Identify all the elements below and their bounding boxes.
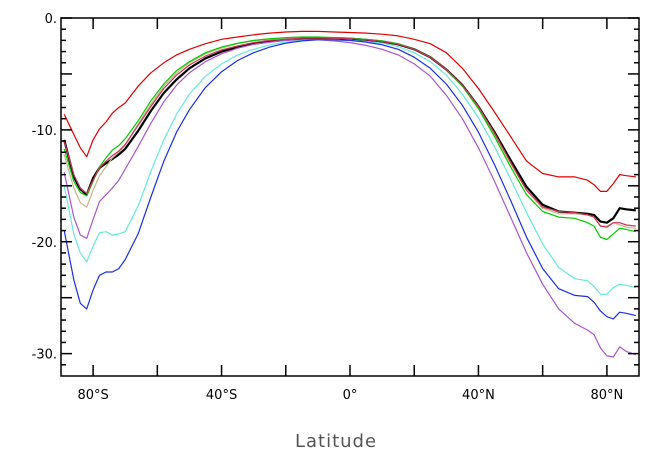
x-tick-label: 40°N (462, 388, 495, 403)
series-line-6 (63, 39, 636, 358)
x-tick-label: 80°N (590, 388, 623, 403)
y-tick-label: 0. (45, 12, 57, 27)
y-tick-label: -30. (32, 348, 57, 363)
series-line-7 (63, 39, 636, 295)
x-tick-label: 0° (343, 388, 358, 403)
x-tick-label: 40°S (206, 388, 237, 403)
x-tick-label: 80°S (77, 388, 108, 403)
series-line-8 (63, 39, 636, 320)
series-line-5 (63, 37, 636, 228)
label-layer: 80°S 40°S 0° 40°N 80°N 0. -10. -20. -30. (32, 12, 624, 403)
series-line-2 (63, 36, 636, 224)
plot-frame (60, 17, 640, 377)
series-line-1 (63, 30, 636, 192)
y-tick-label: -10. (32, 124, 57, 139)
y-tick-label: -20. (32, 236, 57, 251)
tick-layer (61, 17, 639, 376)
series-layer (63, 30, 636, 358)
x-axis-title: Latitude (295, 431, 377, 452)
